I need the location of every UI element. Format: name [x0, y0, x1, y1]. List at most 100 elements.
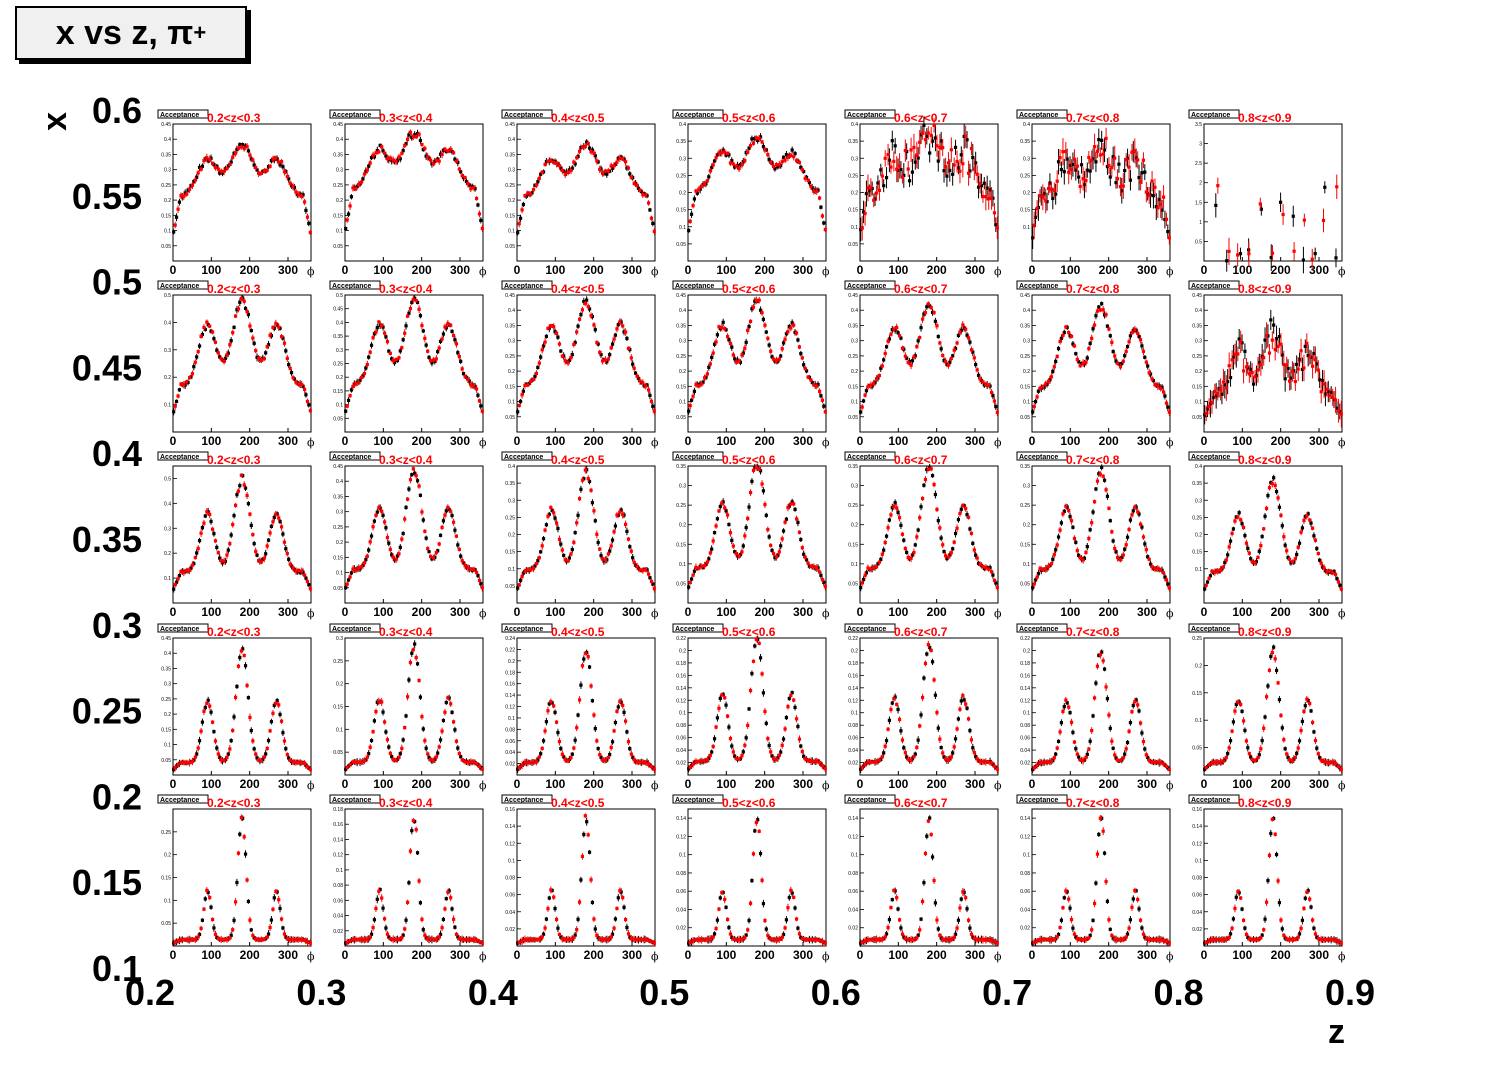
data-point — [407, 311, 411, 315]
data-point — [575, 521, 579, 525]
data-point — [738, 553, 743, 557]
data-point — [580, 145, 585, 149]
data-point — [520, 208, 524, 212]
data-point — [1272, 476, 1276, 480]
data-point — [1110, 165, 1114, 170]
pad-x-tick-label: 0 — [514, 605, 521, 619]
data-point — [1213, 389, 1217, 393]
data-point — [1166, 405, 1170, 409]
data-point — [792, 323, 796, 327]
data-point — [441, 519, 446, 523]
data-point — [596, 540, 600, 545]
data-point — [302, 200, 307, 204]
data-point — [390, 553, 394, 557]
data-point — [1218, 568, 1223, 572]
data-point — [953, 145, 958, 149]
data-point — [1163, 575, 1167, 579]
data-point — [992, 211, 997, 215]
pad-x-tick-label: 200 — [927, 263, 947, 277]
data-point — [635, 183, 639, 187]
data-point — [460, 559, 464, 563]
data-point — [454, 739, 459, 743]
data-point — [222, 359, 226, 364]
data-point — [820, 578, 825, 582]
data-point — [913, 543, 917, 547]
data-point — [896, 510, 900, 514]
data-point — [187, 376, 192, 380]
data-point — [1247, 372, 1251, 376]
data-point — [1041, 385, 1045, 389]
data-point — [1056, 160, 1061, 164]
pad-y-tick-label: 0.25 — [333, 362, 343, 368]
pad-y-tick-label: 0.4 — [1195, 464, 1202, 470]
data-point — [789, 502, 793, 506]
data-point — [945, 556, 949, 561]
data-point — [949, 551, 953, 555]
data-point — [976, 373, 981, 377]
data-point — [763, 323, 767, 327]
pad-y-tick-label: 0.15 — [505, 550, 515, 556]
data-point — [351, 186, 355, 190]
data-point — [638, 379, 642, 383]
data-point — [466, 378, 470, 382]
data-point — [387, 349, 391, 353]
data-point — [238, 655, 242, 660]
data-point — [259, 560, 264, 564]
pad-x-tick-label: 200 — [755, 263, 775, 277]
pad-x-tick-label: 300 — [1309, 605, 1329, 619]
data-point — [886, 339, 890, 343]
pad-y-tick-label: 0.35 — [161, 152, 171, 158]
data-point — [1166, 582, 1170, 586]
data-point — [1100, 465, 1104, 469]
data-point — [1273, 347, 1277, 352]
pad-label: Acceptance — [1191, 283, 1230, 290]
data-point — [582, 299, 586, 304]
data-point — [474, 761, 479, 766]
data-point — [746, 516, 750, 521]
pad-y-tick-label: 0.25 — [848, 173, 858, 179]
data-point — [809, 564, 813, 568]
data-point — [1283, 377, 1287, 381]
data-point — [864, 192, 869, 196]
data-point — [905, 550, 909, 555]
data-point — [520, 574, 524, 579]
data-point — [1117, 162, 1121, 166]
pad-y-tick-label: 0.15 — [848, 208, 858, 214]
data-point — [216, 351, 220, 355]
data-point — [520, 393, 524, 397]
data-point — [285, 174, 289, 179]
data-point — [1136, 510, 1140, 514]
pad-y-tick-label: 0.45 — [1020, 293, 1030, 299]
data-point — [382, 520, 387, 524]
data-point — [252, 163, 256, 167]
data-point — [892, 504, 896, 509]
data-point — [631, 362, 635, 366]
pad-y-tick-label: 0.25 — [1192, 515, 1202, 521]
data-point — [919, 505, 923, 509]
data-point — [929, 467, 933, 471]
data-point — [1115, 177, 1120, 181]
data-point — [225, 353, 229, 357]
data-point — [1227, 545, 1231, 549]
data-point — [185, 380, 189, 384]
data-point — [466, 760, 470, 765]
data-point — [562, 553, 566, 557]
data-point — [210, 720, 215, 724]
data-point — [948, 360, 952, 364]
pad-y-tick-label: 0.1 — [508, 567, 515, 573]
data-point — [252, 341, 256, 345]
pad-y-tick-label: 0.3 — [851, 484, 858, 490]
data-point — [687, 585, 691, 589]
data-point — [912, 145, 916, 150]
data-point — [297, 760, 301, 764]
data-point — [570, 166, 574, 170]
data-point — [556, 335, 560, 339]
data-point — [767, 158, 771, 162]
data-point — [1120, 362, 1124, 366]
pad-y-tick-label: 0.05 — [848, 581, 858, 587]
data-point — [518, 216, 523, 220]
data-point — [959, 153, 963, 157]
data-point — [712, 342, 717, 346]
data-point — [920, 317, 925, 321]
data-point — [440, 337, 444, 341]
